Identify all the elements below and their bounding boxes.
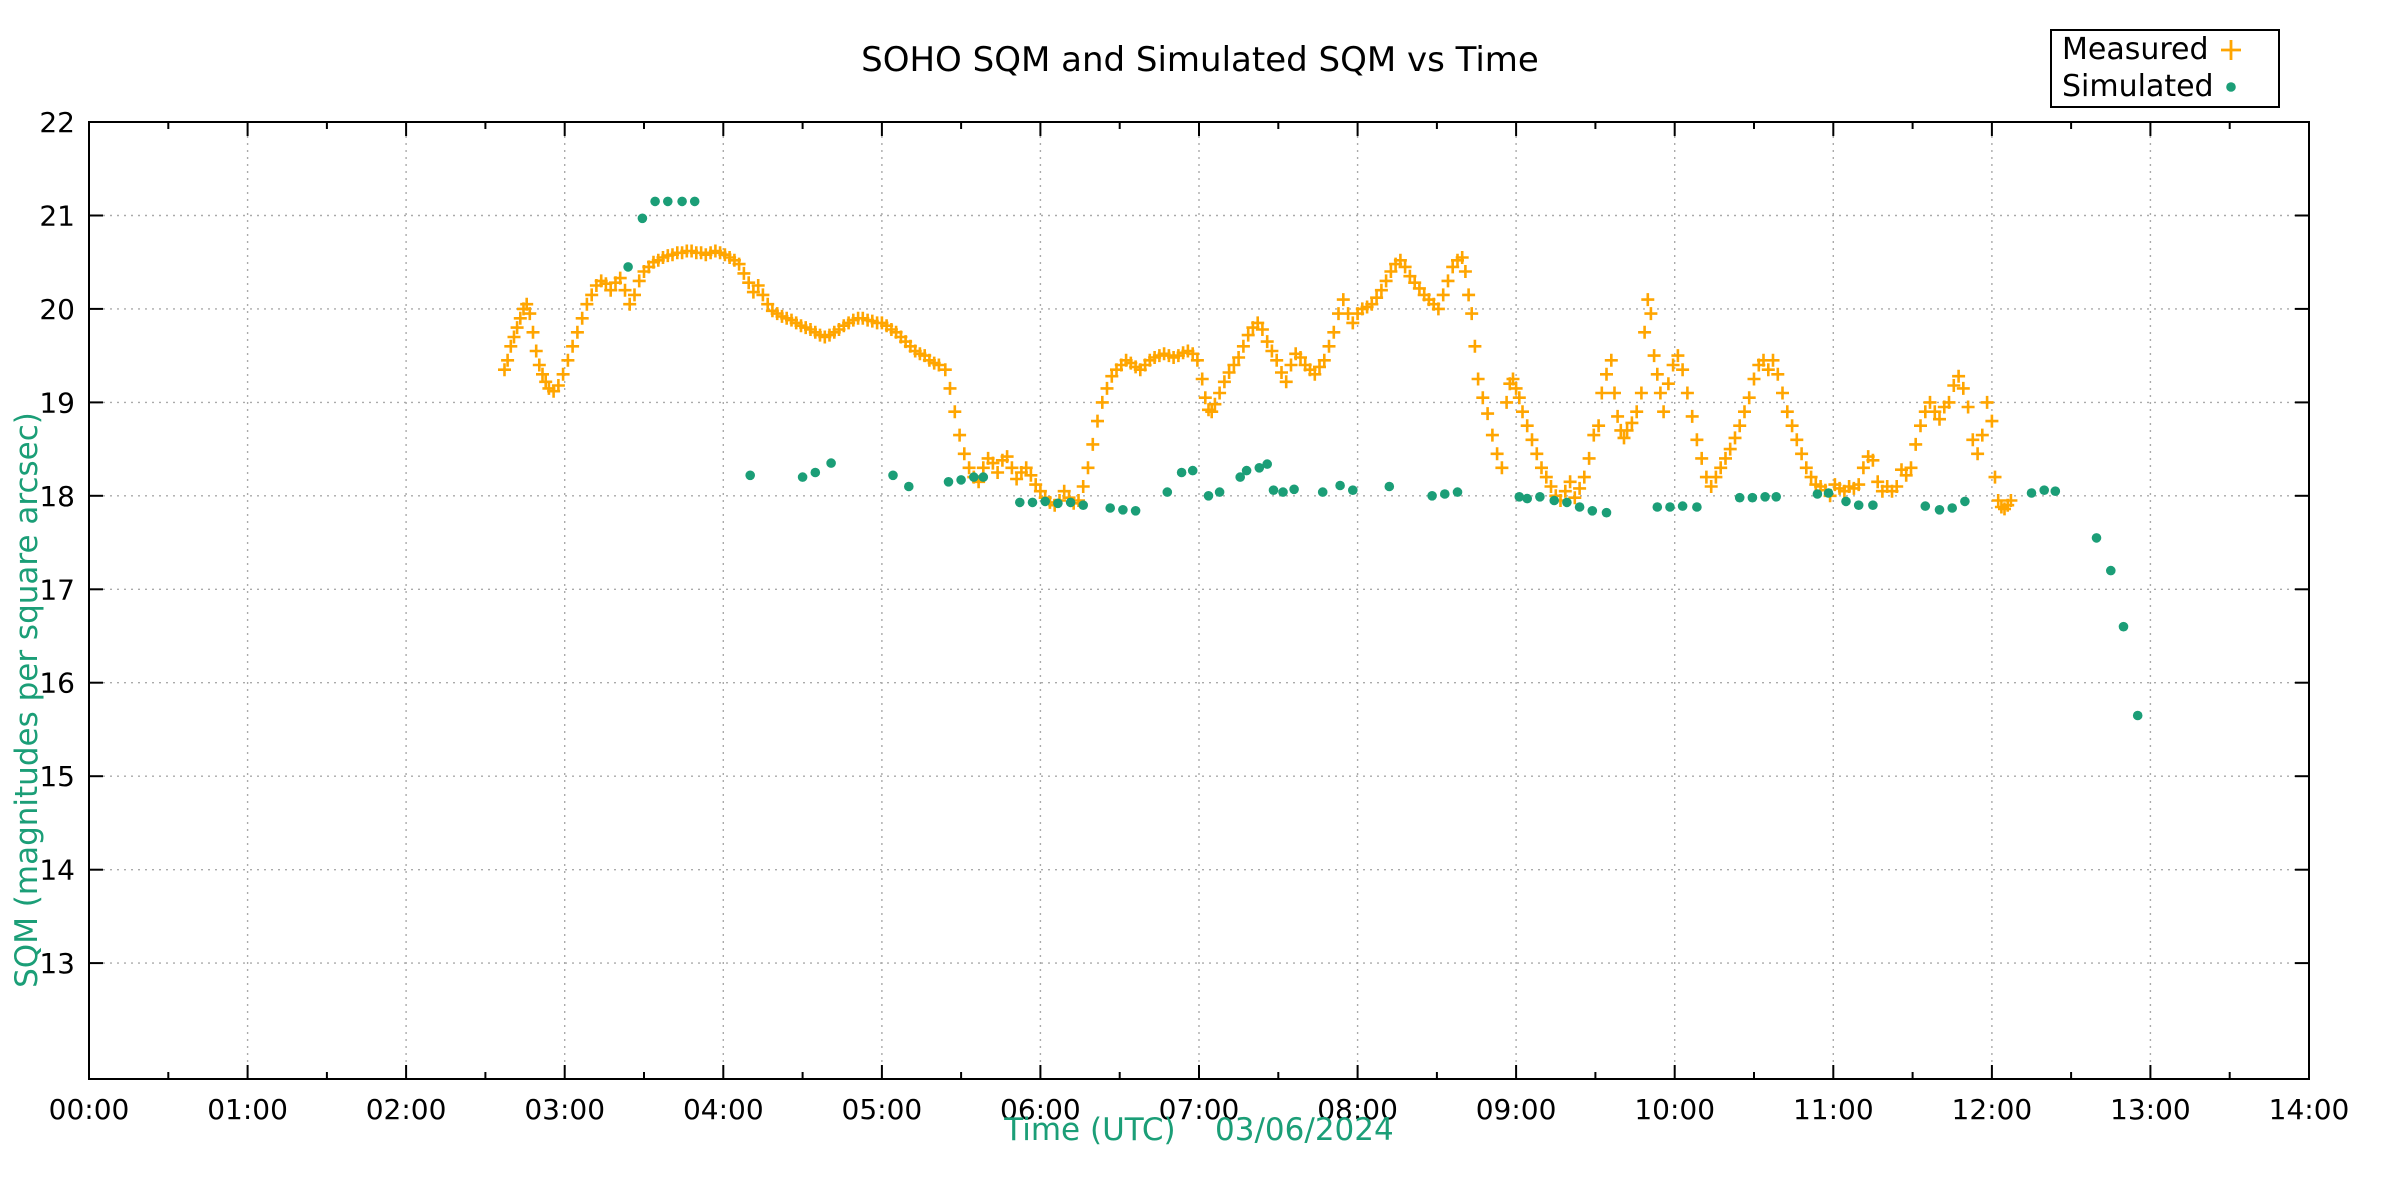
x-axis-ticks bbox=[88, 122, 2310, 1079]
legend-label-simulated: Simulated bbox=[2062, 69, 2214, 105]
svg-text:10:00: 10:00 bbox=[1634, 1093, 1715, 1126]
svg-text:00:00: 00:00 bbox=[49, 1093, 130, 1126]
svg-text:14:00: 14:00 bbox=[2269, 1093, 2350, 1126]
svg-text:16: 16 bbox=[39, 667, 75, 700]
svg-text:04:00: 04:00 bbox=[683, 1093, 764, 1126]
svg-text:07:00: 07:00 bbox=[1159, 1093, 1240, 1126]
svg-text:08:00: 08:00 bbox=[1317, 1093, 1398, 1126]
grid bbox=[89, 122, 2309, 1079]
svg-text:12:00: 12:00 bbox=[1952, 1093, 2033, 1126]
svg-text:05:00: 05:00 bbox=[842, 1093, 923, 1126]
svg-text:20: 20 bbox=[39, 293, 75, 326]
legend-entry-simulated: Simulated bbox=[2052, 69, 2278, 107]
legend: Measured Simulated bbox=[2050, 29, 2280, 108]
svg-text:22: 22 bbox=[39, 106, 75, 139]
x-axis-tick-labels: 00:00 01:00 02:00 03:00 04:00 05:00 06:00 07:00… bbox=[49, 1093, 2350, 1126]
svg-text:01:00: 01:00 bbox=[207, 1093, 288, 1126]
measured-plus-marker-icon bbox=[2221, 39, 2241, 60]
y-axis-label: SQM (magnitudes per square arcsec) bbox=[9, 412, 45, 988]
x-axis-label: Time (UTC) 03/06/2024 bbox=[1004, 1112, 1394, 1148]
chart-title: SOHO SQM and Simulated SQM vs Time bbox=[861, 40, 1539, 80]
simulated-points bbox=[623, 196, 2143, 721]
svg-text:11:00: 11:00 bbox=[1793, 1093, 1874, 1126]
svg-text:06:00: 06:00 bbox=[1000, 1093, 1081, 1126]
legend-label-measured: Measured bbox=[2062, 31, 2209, 67]
svg-text:13:00: 13:00 bbox=[2110, 1093, 2191, 1126]
svg-text:02:00: 02:00 bbox=[366, 1093, 447, 1126]
svg-text:19: 19 bbox=[39, 386, 75, 419]
simulated-dot-marker-icon bbox=[2226, 82, 2236, 93]
svg-text:03:00: 03:00 bbox=[524, 1093, 605, 1126]
legend-entry-measured: Measured bbox=[2052, 31, 2278, 69]
svg-text:21: 21 bbox=[39, 200, 75, 233]
svg-text:13: 13 bbox=[39, 947, 75, 980]
svg-text:14: 14 bbox=[39, 854, 75, 887]
svg-text:09:00: 09:00 bbox=[1476, 1093, 1557, 1126]
svg-text:15: 15 bbox=[39, 760, 75, 793]
y-axis-ticks: 13 14 15 16 17 18 19 20 21 22 bbox=[39, 106, 2309, 980]
svg-text:18: 18 bbox=[39, 480, 75, 513]
measured-points bbox=[498, 244, 2018, 516]
svg-text:17: 17 bbox=[39, 573, 75, 606]
